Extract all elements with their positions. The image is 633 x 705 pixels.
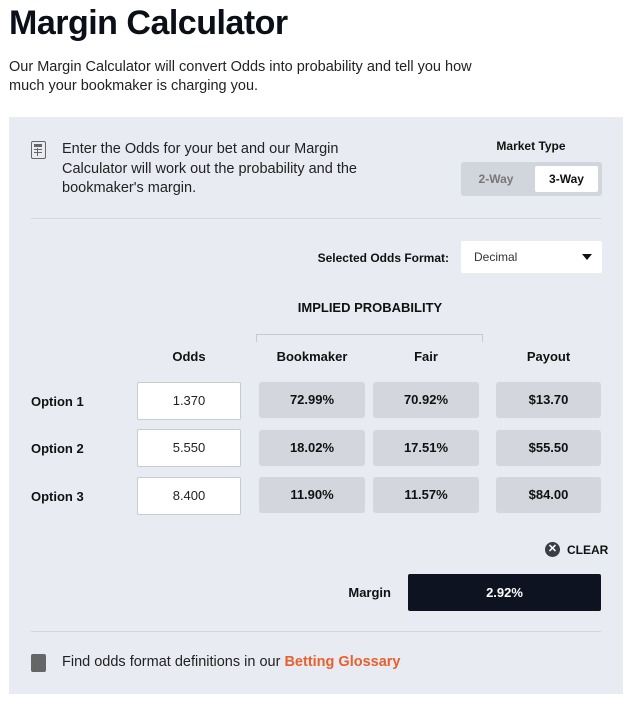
clear-button[interactable]: ✕ CLEAR xyxy=(545,542,608,557)
close-circle-icon: ✕ xyxy=(545,542,560,557)
implied-probability-bracket xyxy=(256,334,483,342)
implied-probability-heading: IMPLIED PROBABILITY xyxy=(297,300,443,315)
glossary-text: Find odds format definitions in our Bett… xyxy=(62,654,400,670)
book-icon xyxy=(31,654,46,672)
market-type-label: Market Type xyxy=(496,139,566,153)
odds-input[interactable]: 5.550 xyxy=(137,429,241,467)
intro-text: Enter the Odds for your bet and our Marg… xyxy=(62,141,357,196)
column-header-odds: Odds xyxy=(172,349,206,364)
market-type-toggle: 2-Way 3-Way xyxy=(461,162,602,196)
divider xyxy=(31,218,601,219)
payout: $13.70 xyxy=(496,382,601,418)
margin-label: Margin xyxy=(348,585,391,600)
page-description: Our Margin Calculator will convert Odds … xyxy=(9,59,472,94)
row-label: Option 3 xyxy=(31,489,84,504)
odds-input[interactable]: 8.400 xyxy=(137,477,241,515)
payout: $84.00 xyxy=(496,477,601,513)
margin-value: 2.92% xyxy=(408,574,601,611)
margin-calculator-panel: Enter the Odds for your bet and our Marg… xyxy=(9,117,623,694)
column-header-fair: Fair xyxy=(414,349,438,364)
betting-glossary-link[interactable]: Betting Glossary xyxy=(284,654,401,670)
odds-format-label: Selected Odds Format: xyxy=(317,251,449,265)
caret-down-icon xyxy=(582,254,592,260)
fair-probability: 17.51% xyxy=(373,430,479,466)
fair-probability: 11.57% xyxy=(373,477,479,513)
odds-format-select[interactable]: Decimal xyxy=(461,241,602,273)
glossary-prefix: Find odds format definitions in our xyxy=(62,654,285,670)
payout: $55.50 xyxy=(496,430,601,466)
row-label: Option 1 xyxy=(31,394,84,409)
clear-label: CLEAR xyxy=(567,542,609,557)
column-header-bookmaker: Bookmaker xyxy=(276,349,348,364)
bookmaker-probability: 18.02% xyxy=(259,430,365,466)
calculator-icon xyxy=(31,141,46,159)
odds-format-value: Decimal xyxy=(474,250,518,264)
divider xyxy=(31,631,601,632)
market-type-3way[interactable]: 3-Way xyxy=(535,166,598,192)
odds-input[interactable]: 1.370 xyxy=(137,382,241,420)
row-label: Option 2 xyxy=(31,441,84,456)
page-title: Margin Calculator xyxy=(9,4,288,42)
column-header-payout: Payout xyxy=(526,349,571,364)
bookmaker-probability: 11.90% xyxy=(259,477,365,513)
market-type-2way[interactable]: 2-Way xyxy=(478,172,514,186)
bookmaker-probability: 72.99% xyxy=(259,382,365,418)
fair-probability: 70.92% xyxy=(373,382,479,418)
